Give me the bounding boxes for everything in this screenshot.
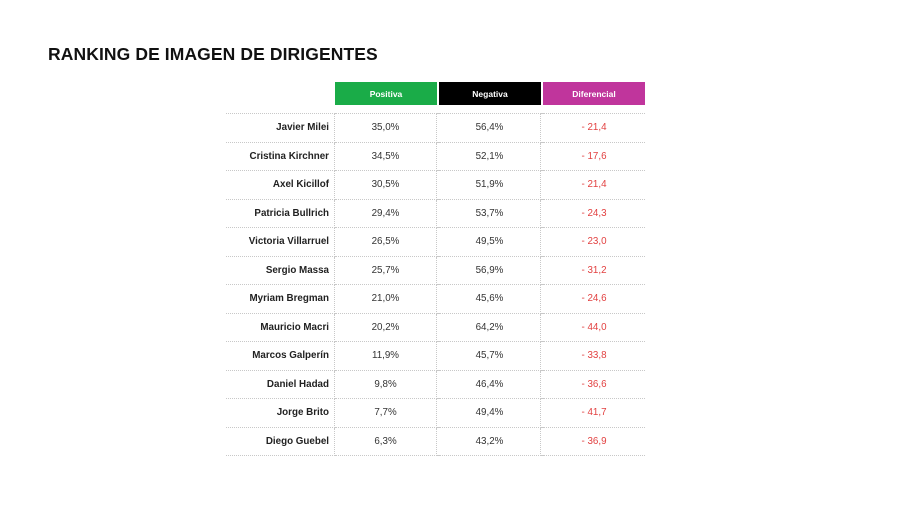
row-diferencial: - 24,3 xyxy=(543,200,645,228)
row-positiva: 21,0% xyxy=(335,285,437,314)
row-diferencial: - 23,0 xyxy=(543,228,645,257)
header-blank-cell xyxy=(226,82,335,105)
row-gap xyxy=(541,257,543,285)
row-gap xyxy=(437,285,439,314)
row-negativa: 43,2% xyxy=(439,427,541,456)
row-gap xyxy=(437,200,439,228)
row-name: Marcos Galperín xyxy=(226,342,335,371)
table-row: Axel Kicillof 30,5% 51,9% - 21,4 xyxy=(226,171,645,200)
row-gap xyxy=(541,342,543,371)
row-negativa: 56,4% xyxy=(439,113,541,143)
row-diferencial: - 36,9 xyxy=(543,428,645,456)
row-negativa: 52,1% xyxy=(439,142,541,171)
row-diferencial: - 44,0 xyxy=(543,314,645,342)
row-gap xyxy=(437,342,439,371)
row-negativa: 46,4% xyxy=(439,370,541,399)
row-gap xyxy=(437,171,439,200)
row-gap xyxy=(541,143,543,171)
header-positiva: Positiva xyxy=(335,82,437,105)
row-gap xyxy=(541,228,543,257)
table-row: Victoria Villarruel 26,5% 49,5% - 23,0 xyxy=(226,228,645,257)
row-name: Diego Guebel xyxy=(226,427,335,456)
row-diferencial: - 24,6 xyxy=(543,285,645,314)
row-gap xyxy=(437,257,439,285)
row-negativa: 56,9% xyxy=(439,256,541,285)
header-negativa: Negativa xyxy=(439,82,541,105)
table-body: Javier Milei 35,0% 56,4% - 21,4 Cristina Kir… xyxy=(226,113,645,456)
row-name: Javier Milei xyxy=(226,113,335,143)
row-diferencial: - 36,6 xyxy=(543,371,645,399)
table-row: Javier Milei 35,0% 56,4% - 21,4 xyxy=(226,113,645,143)
row-positiva: 11,9% xyxy=(335,342,437,371)
table-row: Marcos Galperín 11,9% 45,7% - 33,8 xyxy=(226,342,645,371)
row-gap xyxy=(541,399,543,428)
row-gap xyxy=(541,285,543,314)
chart-title: RANKING DE IMAGEN DE DIRIGENTES xyxy=(48,44,378,64)
row-gap xyxy=(541,200,543,228)
table-row: Cristina Kirchner 34,5% 52,1% - 17,6 xyxy=(226,142,645,171)
row-diferencial: - 31,2 xyxy=(543,257,645,285)
row-gap xyxy=(437,143,439,171)
row-gap xyxy=(541,428,543,456)
table-row: Mauricio Macri 20,2% 64,2% - 44,0 xyxy=(226,313,645,342)
row-gap xyxy=(437,113,439,143)
row-name: Jorge Brito xyxy=(226,399,335,428)
header-diferencial: Diferencial xyxy=(543,82,645,105)
row-positiva: 7,7% xyxy=(335,399,437,428)
row-gap xyxy=(541,314,543,342)
row-positiva: 26,5% xyxy=(335,228,437,257)
row-gap xyxy=(437,428,439,456)
row-diferencial: - 41,7 xyxy=(543,399,645,428)
row-gap xyxy=(541,171,543,200)
row-positiva: 34,5% xyxy=(335,142,437,171)
row-name: Victoria Villarruel xyxy=(226,228,335,257)
row-gap xyxy=(437,228,439,257)
row-name: Sergio Massa xyxy=(226,256,335,285)
row-positiva: 35,0% xyxy=(335,113,437,143)
row-gap xyxy=(541,371,543,399)
row-diferencial: - 33,8 xyxy=(543,342,645,371)
row-diferencial: - 21,4 xyxy=(543,113,645,143)
ranking-table: Positiva Negativa Diferencial Javier Mil… xyxy=(226,82,645,456)
row-positiva: 6,3% xyxy=(335,427,437,456)
row-negativa: 64,2% xyxy=(439,313,541,342)
table-row: Patricia Bullrich 29,4% 53,7% - 24,3 xyxy=(226,199,645,228)
table-row: Sergio Massa 25,7% 56,9% - 31,2 xyxy=(226,256,645,285)
row-negativa: 49,4% xyxy=(439,399,541,428)
row-name: Axel Kicillof xyxy=(226,171,335,200)
header-row: Positiva Negativa Diferencial xyxy=(226,82,645,105)
row-diferencial: - 17,6 xyxy=(543,143,645,171)
table-row: Daniel Hadad 9,8% 46,4% - 36,6 xyxy=(226,370,645,399)
row-positiva: 20,2% xyxy=(335,313,437,342)
row-diferencial: - 21,4 xyxy=(543,171,645,200)
row-negativa: 45,7% xyxy=(439,342,541,371)
table-row: Diego Guebel 6,3% 43,2% - 36,9 xyxy=(226,427,645,456)
row-positiva: 9,8% xyxy=(335,370,437,399)
row-gap xyxy=(437,314,439,342)
row-name: Mauricio Macri xyxy=(226,313,335,342)
row-gap xyxy=(437,399,439,428)
row-name: Cristina Kirchner xyxy=(226,142,335,171)
table-row: Myriam Bregman 21,0% 45,6% - 24,6 xyxy=(226,285,645,314)
row-positiva: 25,7% xyxy=(335,256,437,285)
row-name: Patricia Bullrich xyxy=(226,199,335,228)
row-gap xyxy=(437,371,439,399)
row-negativa: 49,5% xyxy=(439,228,541,257)
row-negativa: 45,6% xyxy=(439,285,541,314)
row-positiva: 29,4% xyxy=(335,199,437,228)
row-gap xyxy=(541,113,543,143)
row-negativa: 51,9% xyxy=(439,171,541,200)
row-name: Daniel Hadad xyxy=(226,370,335,399)
row-negativa: 53,7% xyxy=(439,199,541,228)
row-positiva: 30,5% xyxy=(335,171,437,200)
table-row: Jorge Brito 7,7% 49,4% - 41,7 xyxy=(226,399,645,428)
row-name: Myriam Bregman xyxy=(226,285,335,314)
